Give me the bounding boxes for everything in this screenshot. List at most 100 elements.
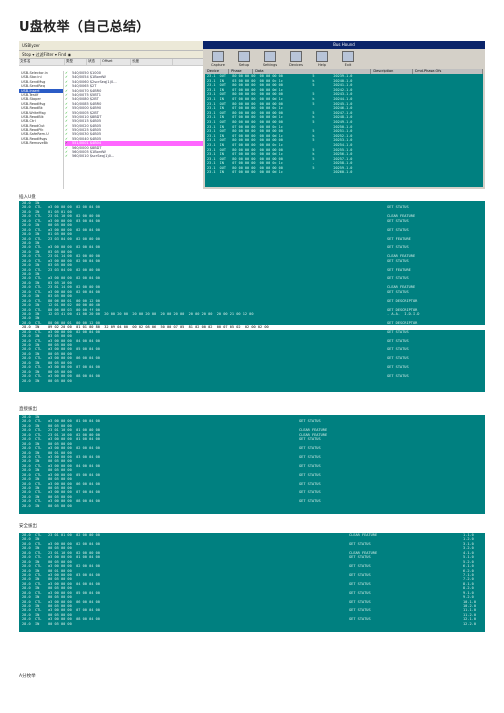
trace-row: 28.0 CTL a3 00 00 00 06 00 04 00 GET STAT… bbox=[19, 482, 485, 486]
column-header[interactable]: Description bbox=[371, 69, 413, 74]
event-row[interactable]: ✓ 540/0070 $4BR0 bbox=[65, 89, 203, 93]
trace-data: 28.0 IN 00 05 00 00 bbox=[22, 559, 72, 564]
tree-item[interactable]: USB-TestIf bbox=[21, 92, 39, 97]
trace-row: 28.0 CTL a3 00 00 00 02 00 04 00 GET STAT… bbox=[19, 205, 485, 209]
tree-item[interactable]: USB-ReadMsgs bbox=[21, 136, 48, 141]
column-header[interactable]: Cmd.Phase.Ofs bbox=[413, 69, 483, 74]
tree-item[interactable]: USB-Insert bbox=[19, 88, 63, 93]
check-icon: ✓ bbox=[65, 154, 68, 159]
column-header[interactable]: 状态 bbox=[87, 59, 101, 65]
tree-item[interactable]: USB-RemoveBk bbox=[21, 141, 49, 146]
trace-row: 28.0 IN 00 05 00 00 bbox=[19, 442, 485, 446]
tree-item[interactable]: USB-SafeRem.U bbox=[21, 132, 49, 137]
tree-item[interactable]: USB-ReadOut bbox=[21, 123, 45, 128]
event-row[interactable]: ✓ 550/0025 $4B05 bbox=[65, 128, 203, 132]
column-header[interactable]: Device bbox=[205, 69, 230, 74]
trace-row: 28.0 IN bbox=[19, 272, 485, 276]
tree-item[interactable]: USB-Stor.ini bbox=[21, 75, 42, 80]
tree-item[interactable]: USB-Stoper bbox=[21, 97, 41, 102]
tree-item[interactable]: USB-ReadBlk bbox=[21, 114, 44, 119]
usblyzer-event-list[interactable]: ✓ 540/0050 $1000 ✓ 540/0054 $1BordW ✓ 540/006… bbox=[65, 71, 203, 189]
trace-row: 28.0 IN bbox=[19, 415, 485, 419]
event-row[interactable]: ✓ 550/0010 $8BDT bbox=[65, 115, 203, 119]
tree-item[interactable]: USB-Ctrl bbox=[21, 119, 36, 124]
column-header[interactable]: Offset bbox=[101, 59, 131, 65]
trace-description: GET STATUS bbox=[349, 617, 371, 622]
check-icon: ✓ bbox=[65, 101, 68, 106]
trace-phase-ofs: 12.1.0 bbox=[463, 617, 476, 622]
usblyzer-file-tree[interactable]: USB-Selector.in USB-Stor.ini USB-SendMsg US… bbox=[19, 71, 64, 189]
event-row[interactable]: ✓ 550/0030 $4B05 bbox=[65, 132, 203, 136]
tree-item[interactable]: USB-SendReq bbox=[21, 84, 45, 89]
help-button[interactable]: Help bbox=[311, 51, 333, 70]
event-row[interactable]: ✓ 540/0050 $1000 bbox=[65, 71, 203, 75]
tree-item[interactable]: USB-ReadMsg bbox=[21, 101, 46, 106]
trace-data: 28.0 IN 00 05 00 00 bbox=[22, 369, 72, 374]
tree-item[interactable]: USB-ReadPlk bbox=[21, 128, 44, 133]
trace-data: 28.0 CTL a3 00 00 00 02 00 04 00 bbox=[22, 205, 100, 210]
trace-description: CLEAR FEATURE bbox=[387, 214, 416, 219]
trace-data: 28.0 CTL a3 00 00 00 02 00 04 00 bbox=[22, 289, 100, 294]
event-row[interactable]: ✓ 550/0015 $4B05 bbox=[65, 119, 203, 123]
event-row[interactable]: ✓ 540/0075 $5BT1 bbox=[65, 93, 203, 97]
event-row[interactable]: ✓ 551/0001 $4B04 bbox=[65, 141, 203, 146]
check-icon: ✓ bbox=[65, 110, 68, 115]
trace-data: 28.0 CTL a3 00 00 00 02 00 04 00 bbox=[22, 564, 100, 569]
trace-phase-ofs: 3.1.0 bbox=[463, 541, 474, 546]
tree-item[interactable]: USB-SendMsg bbox=[21, 79, 46, 84]
trace-data: 28.0 CTL a3 00 00 00 07 00 04 00 bbox=[22, 365, 100, 370]
button-label: Exit bbox=[344, 63, 352, 67]
trace-phase-ofs: 12.2.0 bbox=[463, 621, 476, 626]
trace-data: 28.0 IN 12 01 00 02 00 00 00 40 bbox=[22, 303, 100, 308]
event-row[interactable]: ✓ 550/0005 $2BT bbox=[65, 111, 203, 115]
trace-row: 28.0 IN 00 05 00 00 12.2.0 bbox=[19, 622, 485, 626]
tree-item[interactable]: USB-Selector.in bbox=[21, 71, 48, 75]
check-icon: ✓ bbox=[65, 128, 68, 133]
trace-row: 28.0 IN 03 05 00 00 bbox=[19, 263, 485, 267]
devices-button[interactable]: Devices bbox=[285, 51, 307, 70]
trace-description: GET STATUS bbox=[349, 564, 371, 569]
page-title: U盘枚举（自己总结） bbox=[19, 20, 150, 35]
trace-data: 28.0 CTL a3 00 00 00 05 00 04 00 bbox=[22, 590, 100, 595]
trace-row: 28.0 CTL a3 00 00 00 01 00 04 00 GET STAT… bbox=[19, 419, 485, 423]
trace-data: 28.0 CTL a3 00 00 00 05 00 04 00 bbox=[22, 347, 100, 352]
event-text: 550/0005 $2BT bbox=[71, 110, 99, 115]
column-header[interactable]: Phase bbox=[229, 69, 254, 74]
capture-button[interactable]: Capture bbox=[207, 51, 229, 70]
usblyzer-menu: USBlyzer bbox=[19, 41, 203, 51]
trace-data: 28.0 IN 00 05 00 00 bbox=[22, 577, 72, 582]
event-row[interactable]: ✓ 550/0020 $4B05 bbox=[65, 124, 203, 128]
event-row[interactable]: ✓ 550/0000 $4B90 bbox=[65, 106, 203, 110]
event-row[interactable]: ✓ 540/0080 $2BT bbox=[65, 97, 203, 101]
column-header[interactable]: Data bbox=[253, 69, 372, 74]
event-row[interactable]: ✓ 560/0005 $1BordW bbox=[65, 150, 203, 154]
column-header[interactable]: 长度 bbox=[131, 59, 173, 65]
trace-data: 28.0 CTL a3 00 00 00 01 00 04 00 bbox=[22, 555, 100, 560]
capture-row: 23.1 OUT 80 00 00 00 00 00 00 00 5 20247… bbox=[207, 110, 353, 115]
event-row[interactable]: ✓ 540/0060 $2scrSeq(1)0... bbox=[65, 80, 203, 84]
settings-button[interactable]: Settings bbox=[259, 51, 281, 70]
event-row[interactable]: ✓ 540/0054 $1BordW bbox=[65, 75, 203, 79]
event-row[interactable]: ✓ 560/0010 $scrSeq(1)0... bbox=[65, 154, 203, 158]
trace-row: 28.0 CTL a3 00 00 00 08 00 04 00 GET STAT… bbox=[19, 374, 485, 378]
column-header[interactable]: 文件名 bbox=[19, 59, 65, 65]
event-row[interactable]: ✓ 540/0065 $2T bbox=[65, 84, 203, 88]
tree-item[interactable]: USB-ReadBk bbox=[21, 106, 43, 111]
event-row[interactable]: ✓ 540/0085 $4BR0 bbox=[65, 102, 203, 106]
trace-data: 28.0 CTL a3 00 00 00 02 00 04 00 bbox=[22, 227, 100, 232]
trace-data: 28.0 IN 00 05 00 00 bbox=[22, 612, 72, 617]
check-icon: ✓ bbox=[65, 79, 68, 84]
trace-description: GET STATUS bbox=[299, 481, 321, 486]
event-row[interactable]: ✓ 560/0000 $8BDT bbox=[65, 146, 203, 150]
capture-row: 23.1 IN 07 00 00 00 00 00 0d 1c k 20252.… bbox=[207, 133, 353, 138]
tree-item[interactable]: USB-WriteMsg bbox=[21, 110, 46, 115]
trace-data: 28.0 IN 00 05 00 00 bbox=[22, 468, 72, 473]
event-text: 550/0025 $4B05 bbox=[71, 128, 102, 133]
setup-button[interactable]: Setup bbox=[233, 51, 255, 70]
exit-button[interactable]: Exit bbox=[337, 51, 359, 70]
event-row[interactable]: ✓ 550/0040 $4B05 bbox=[65, 137, 203, 141]
check-icon: ✓ bbox=[65, 97, 68, 102]
usblyzer-toolbar[interactable]: Stop ▾ 过滤Filter ▾ Find ◉ bbox=[19, 51, 203, 59]
trace-row: 28.0 CTL a3 00 00 00 02 00 04 00 GET STAT… bbox=[19, 276, 485, 280]
column-header[interactable]: 类型 bbox=[65, 59, 87, 65]
